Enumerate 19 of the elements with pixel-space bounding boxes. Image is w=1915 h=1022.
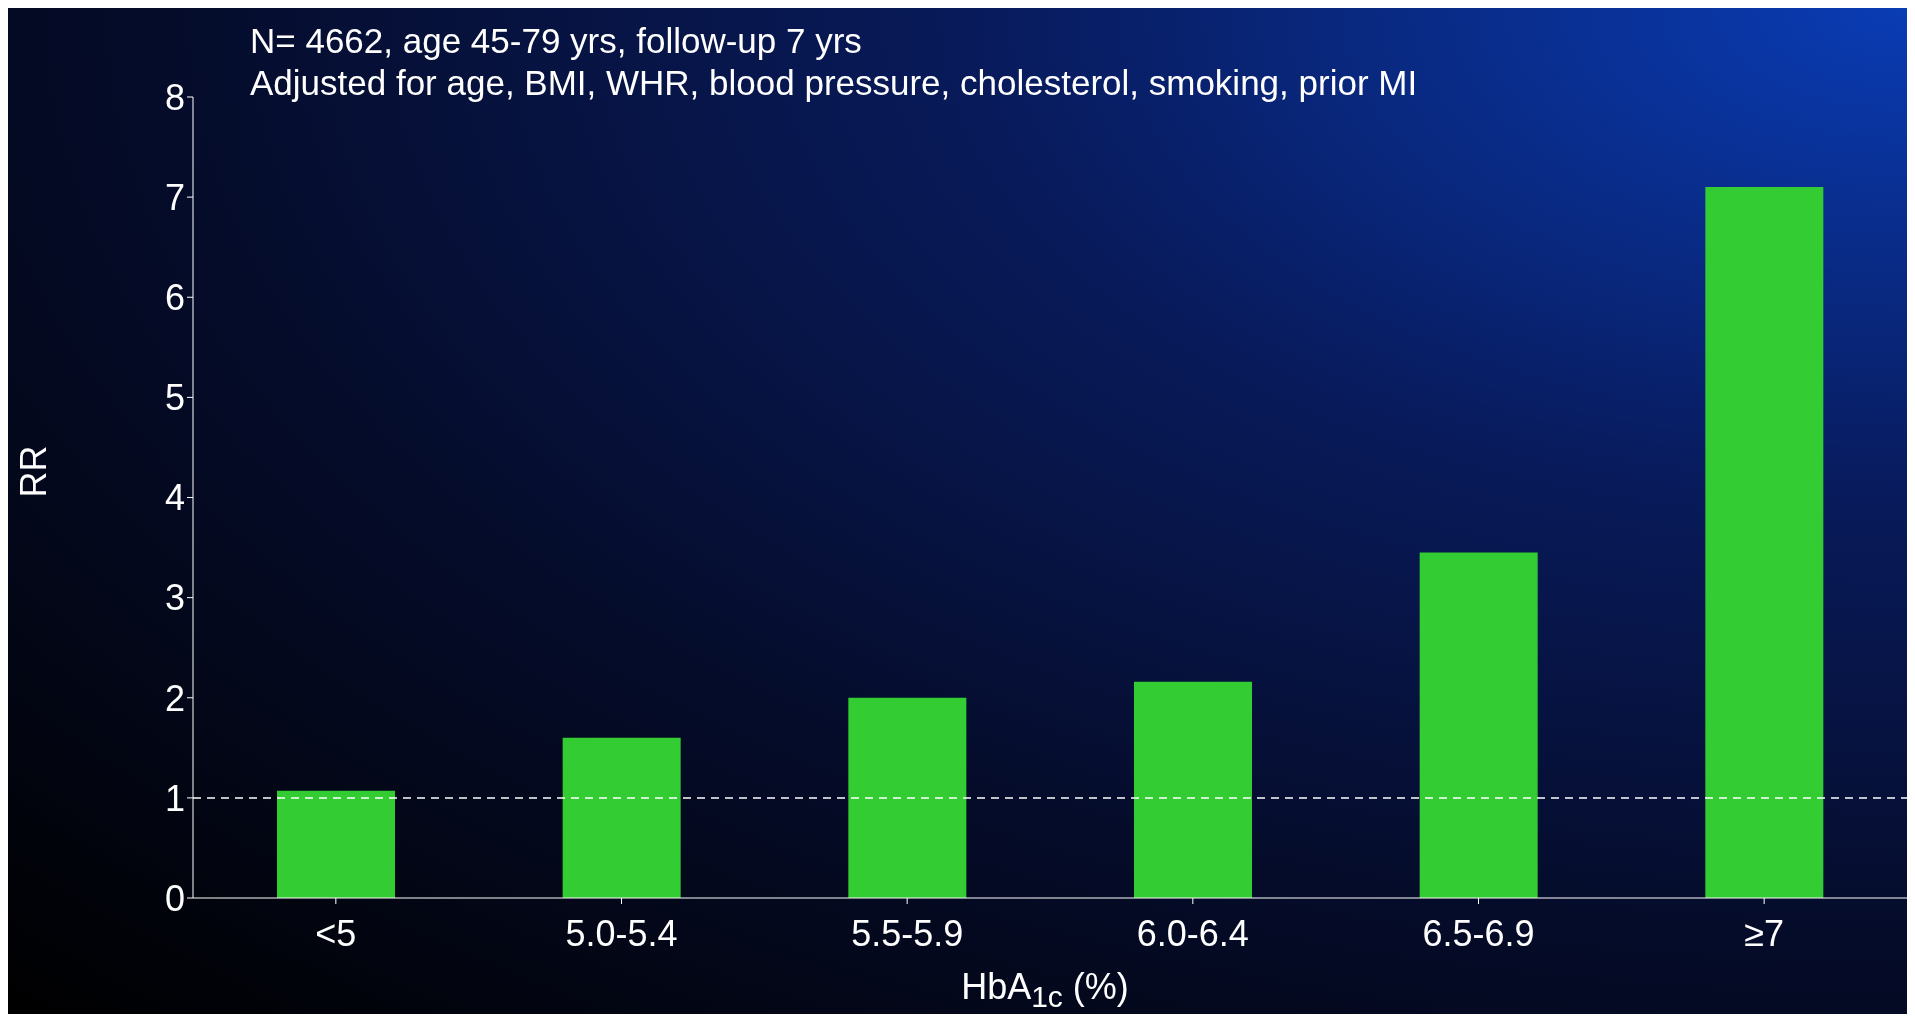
y-tick-label: 4 [164,477,185,519]
y-tick-label: 6 [164,277,185,319]
x-tick-label: ≥7 [1744,912,1785,954]
y-tick-label: 5 [164,377,185,419]
chart-subtitle: Adjusted for age, BMI, WHR, blood pressure, cholesterol, smoking, prior MI [250,62,1418,104]
x-tick-label: 6.5-6.9 [1422,912,1535,954]
y-tick-label: 7 [164,176,185,218]
y-axis-title: RR [12,445,54,498]
x-axis-title: HbA$_{1c}$ (%) [960,966,1130,1015]
x-tick-label: 5.5-5.9 [851,912,964,954]
y-tick-label: 3 [164,577,185,619]
y-tick-label: 2 [164,677,185,719]
x-tick-label: 5.0-5.4 [565,912,678,954]
x-tick-label: <5 [315,912,357,954]
y-tick-label: 8 [164,76,185,118]
y-tick-label: 0 [164,877,185,919]
chart-title: N= 4662, age 45-79 yrs, follow-up 7 yrs [250,20,863,62]
x-tick-label: 6.0-6.4 [1136,912,1249,954]
y-tick-label: 1 [164,777,185,819]
